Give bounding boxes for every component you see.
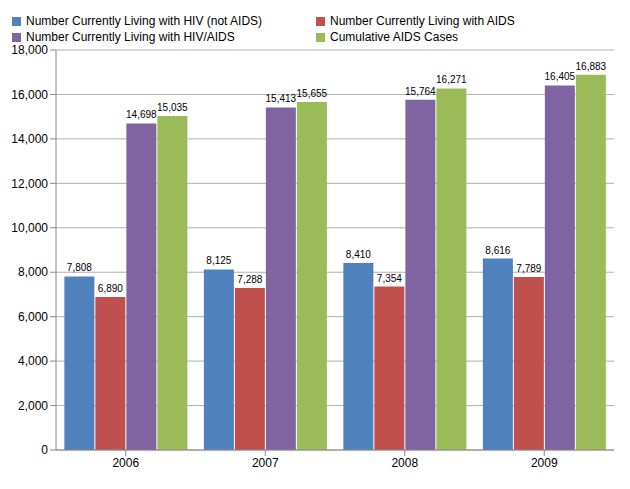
svg-text:2007: 2007 — [252, 456, 279, 470]
svg-text:8,125: 8,125 — [206, 255, 231, 266]
svg-text:2006: 2006 — [112, 456, 139, 470]
html-text:Number Currently Living with H: Number Currently Living with HIV/AIDS — [26, 30, 235, 44]
svg-text:0: 0 — [41, 443, 48, 457]
html-text:Cumulative AIDS Cases: Cumulative AIDS Cases — [330, 30, 459, 44]
svg-text:8,410: 8,410 — [346, 249, 371, 260]
svg-text:2009: 2009 — [531, 456, 558, 470]
svg-text:10,000: 10,000 — [11, 221, 48, 235]
html-text:Number Currently Living with H: Number Currently Living with HIV (not AI… — [26, 14, 263, 28]
svg-text:15,035: 15,035 — [157, 102, 188, 113]
svg-text:16,000: 16,000 — [11, 88, 48, 102]
svg-text:16,405: 16,405 — [545, 71, 576, 82]
svg-text:15,655: 15,655 — [297, 88, 328, 99]
svg-text:2008: 2008 — [391, 456, 418, 470]
svg-text:2,000: 2,000 — [18, 399, 48, 413]
svg-text:6,890: 6,890 — [98, 283, 123, 294]
svg-text:7,288: 7,288 — [237, 274, 262, 285]
svg-text:14,000: 14,000 — [11, 132, 48, 146]
svg-text:4,000: 4,000 — [18, 354, 48, 368]
svg-text:15,413: 15,413 — [266, 93, 297, 104]
svg-text:18,000: 18,000 — [11, 43, 48, 57]
svg-text:7,808: 7,808 — [67, 262, 92, 273]
svg-text:16,883: 16,883 — [576, 61, 607, 72]
svg-text:8,000: 8,000 — [18, 265, 48, 279]
svg-text:14,698: 14,698 — [126, 109, 157, 120]
svg-text:7,789: 7,789 — [516, 263, 541, 274]
svg-text:6,000: 6,000 — [18, 310, 48, 324]
html-text:Number Currently Living with A: Number Currently Living with AIDS — [330, 14, 515, 28]
svg-text:8,616: 8,616 — [485, 245, 510, 256]
svg-text:12,000: 12,000 — [11, 177, 48, 191]
svg-text:16,271: 16,271 — [436, 74, 467, 85]
svg-text:15,764: 15,764 — [405, 86, 436, 97]
svg-text:7,354: 7,354 — [377, 273, 402, 284]
